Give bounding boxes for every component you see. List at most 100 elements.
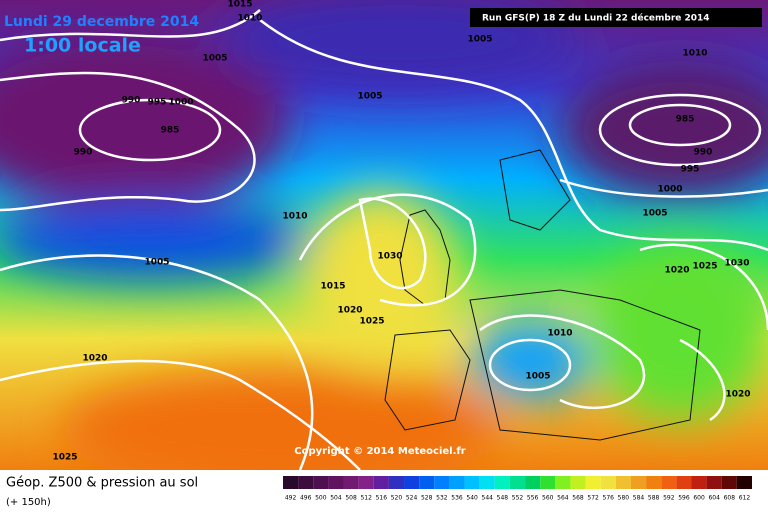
- isobars: [0, 9, 768, 470]
- isobar-label: 990: [74, 148, 93, 158]
- scale-swatch: [358, 476, 374, 489]
- isobar-label: 995: [681, 165, 700, 175]
- scale-label: 524: [406, 495, 418, 502]
- isobar-label: 1025: [359, 317, 384, 327]
- scale-label: 564: [557, 495, 569, 502]
- isobar-label: 1030: [377, 252, 402, 262]
- legend-title: Géop. Z500 & pression au sol: [6, 476, 198, 491]
- scale-swatch: [343, 476, 359, 489]
- scale-swatch: [388, 476, 405, 489]
- scale-label: 528: [421, 495, 433, 502]
- scale-swatch: [494, 476, 510, 489]
- scale-label: 580: [618, 495, 630, 502]
- isobar-label: 990: [122, 96, 141, 106]
- scale-swatch: [661, 476, 677, 489]
- scale-label: 540: [466, 495, 478, 502]
- scale-swatch: [691, 476, 707, 489]
- date: Lundi 29 decembre 2014: [4, 14, 199, 30]
- scale-swatch: [706, 476, 722, 489]
- scale-label: 512: [360, 495, 372, 502]
- isobar-label: 1020: [725, 390, 750, 400]
- isobar-label: 1005: [357, 92, 382, 102]
- scale-label: 552: [512, 495, 524, 502]
- isobar-label: 1015: [320, 282, 345, 292]
- isobar-label: 1005: [144, 258, 169, 268]
- scale-swatch: [283, 476, 299, 489]
- field: [0, 0, 768, 470]
- scale-label: 520: [391, 495, 403, 502]
- scale-label: 556: [527, 495, 539, 502]
- isobar-label: 1010: [237, 14, 262, 24]
- isobar-label: 1000: [168, 98, 193, 108]
- isobar-label: 1000: [657, 185, 682, 195]
- scale-swatch: [464, 476, 480, 489]
- run-info: Run GFS(P) 18 Z du Lundi 22 décembre 201…: [482, 13, 710, 24]
- scale-label: 612: [739, 495, 751, 502]
- scale-label: 568: [572, 495, 584, 502]
- legend-lead: (+ 150h): [6, 497, 51, 508]
- isobar-label: 985: [676, 115, 695, 125]
- isobar-label: 1020: [664, 266, 689, 276]
- scale-swatch: [736, 476, 752, 489]
- scale-label: 500: [315, 495, 327, 502]
- isobar-label: 1030: [724, 259, 749, 269]
- isobar-label: 985: [161, 126, 180, 136]
- scale-label: 504: [330, 495, 342, 502]
- scale-swatch: [585, 476, 601, 489]
- scale-swatch: [479, 476, 495, 489]
- isobar-label: 1005: [525, 372, 550, 382]
- scale-swatch: [630, 476, 647, 489]
- scale-label: 596: [678, 495, 690, 502]
- scale-swatch: [509, 476, 526, 489]
- isobar-label: 1005: [202, 54, 227, 64]
- scale-swatch: [328, 476, 344, 489]
- isobar-label: 1020: [337, 306, 362, 316]
- isobar-label: 1025: [692, 262, 717, 272]
- isobar-label: 1025: [52, 453, 77, 463]
- scale-label: 536: [451, 495, 463, 502]
- isobar-label: 990: [694, 148, 713, 158]
- isobar-label: 995: [148, 98, 167, 108]
- scale-swatch: [570, 476, 586, 489]
- scale-label: 588: [648, 495, 660, 502]
- scale-label: 508: [345, 495, 357, 502]
- scale-label: 576: [603, 495, 615, 502]
- scale-label: 496: [300, 495, 312, 502]
- scale-swatch: [419, 476, 435, 489]
- scale-swatch: [615, 476, 631, 489]
- isobar-label: 1010: [282, 212, 307, 222]
- isobar-label: 1005: [467, 35, 492, 45]
- scale-label: 572: [587, 495, 599, 502]
- scale-label: 592: [663, 495, 675, 502]
- scale-swatch: [540, 476, 556, 489]
- scale-swatch: [373, 476, 389, 489]
- scale-swatch: [600, 476, 616, 489]
- scale-swatch: [646, 476, 662, 489]
- scale-swatch: [721, 476, 737, 489]
- scale-label: 604: [708, 495, 720, 502]
- scale-label: 544: [482, 495, 494, 502]
- isobar-label: 1020: [82, 354, 107, 364]
- isobar-label: 1005: [642, 209, 667, 219]
- scale-label: 584: [633, 495, 645, 502]
- scale-label: 600: [693, 495, 705, 502]
- copyright: Copyright © 2014 Meteociel.fr: [294, 446, 465, 457]
- isobar-label: 1010: [682, 49, 707, 59]
- scale-swatch: [434, 476, 450, 489]
- isobar-label: 1015: [227, 0, 252, 10]
- scale-swatch: [676, 476, 692, 489]
- time: 1:00 locale: [24, 35, 141, 57]
- scale-swatch: [449, 476, 465, 489]
- scale-swatch: [298, 476, 314, 489]
- scale-label: 560: [542, 495, 554, 502]
- scale-swatch: [525, 476, 541, 489]
- isobar-label: 1010: [547, 329, 572, 339]
- scale-label: 532: [436, 495, 448, 502]
- scale-swatch: [404, 476, 420, 489]
- scale-label: 516: [376, 495, 388, 502]
- scale-swatch: [555, 476, 571, 489]
- scale-label: 492: [285, 495, 297, 502]
- scale-label: 548: [497, 495, 509, 502]
